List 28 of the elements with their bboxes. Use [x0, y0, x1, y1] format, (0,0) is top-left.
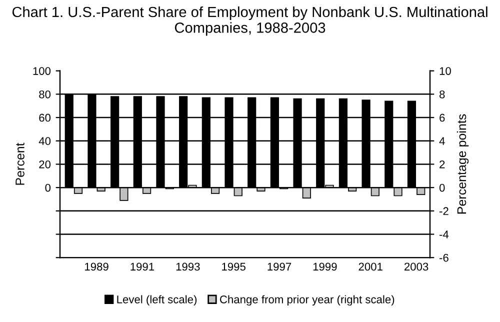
y2-tick-label: -2 [440, 207, 448, 215]
y2-tick-label: 2 [440, 160, 445, 168]
x-tick-label: 1989 [85, 262, 108, 271]
y-tick-label: 60 [39, 114, 51, 122]
y2-axis-title: Percentage points [456, 114, 469, 214]
y-tick-label: 20 [39, 160, 51, 168]
y2-tick-label: 0 [439, 184, 445, 192]
x-tick-label: 2003 [404, 262, 428, 271]
y-axis-title: Percent [16, 142, 24, 185]
x-tick-label: 2001 [358, 262, 382, 271]
legend-label: Change from prior year (right scale) [220, 295, 394, 306]
x-tick-label: 1993 [176, 262, 200, 271]
y-tick-label: 80 [39, 90, 51, 98]
legend-label: Level (left scale) [117, 295, 197, 306]
x-tick-label: 1995 [222, 262, 246, 271]
x-tick-label: 1991 [130, 262, 154, 271]
x-tick-label: 1999 [313, 262, 337, 271]
y-tick-label: 0 [45, 184, 51, 192]
y2-tick-label: -4 [440, 230, 449, 238]
y2-tick-label: 4 [439, 137, 445, 145]
y-tick-label: 40 [38, 137, 51, 146]
chart-title: Chart 1. U.S.-Parent Share of Employment by Nonbank U.S. Multinational Companies, 1988-2003 [12, 6, 488, 36]
y2-tick-label: 10 [440, 67, 451, 75]
y-tick-label: 100 [33, 67, 51, 75]
y2-tick-label: 8 [440, 90, 445, 98]
y2-tick-label: 6 [440, 114, 445, 122]
x-tick-label: 1997 [268, 262, 292, 271]
y2-tick-label: -6 [440, 254, 448, 262]
